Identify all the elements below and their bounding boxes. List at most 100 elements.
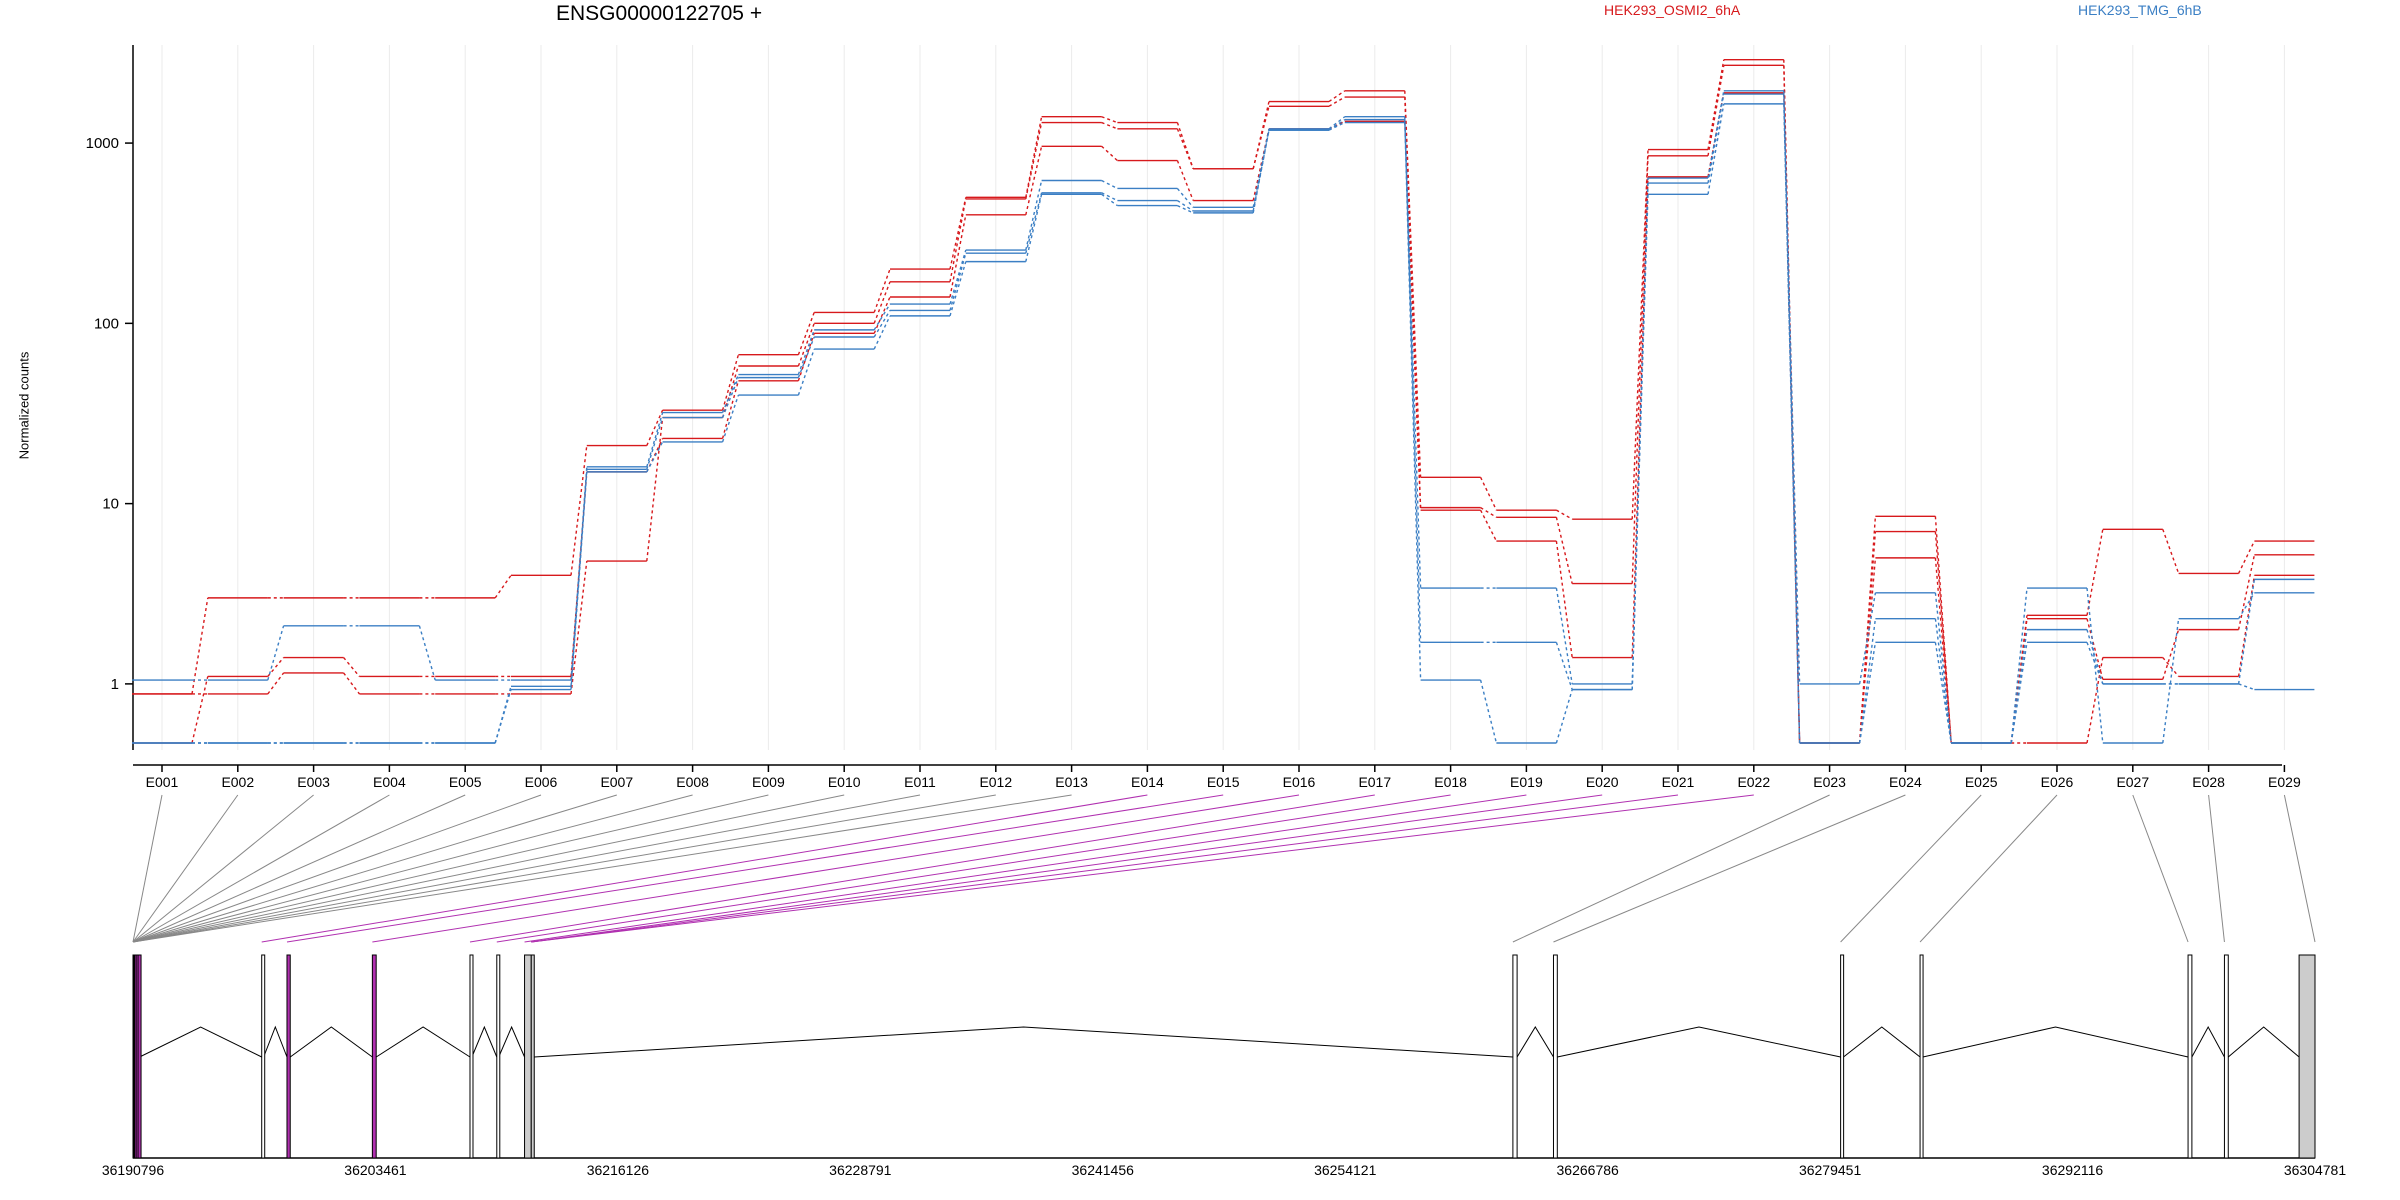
exon-connector (1512, 794, 1830, 943)
exon-box (496, 954, 501, 1159)
chart-title: ENSG00000122705 + (556, 2, 763, 25)
grid (161, 45, 2285, 750)
series-transition (2086, 657, 2104, 744)
axes: 1 10 100 1000 E001 E002 E003 E004 E005 E006 E007 E0… (86, 45, 2301, 790)
series-transition (267, 672, 285, 695)
series-transition (949, 249, 967, 305)
series-transition (1555, 642, 1573, 690)
series-transition (1328, 121, 1346, 131)
coordinate-tick-label: 36254121 (1314, 1162, 1377, 1178)
y-tick-label: 1000 (86, 135, 119, 152)
series-transition (1252, 106, 1270, 169)
series-transition (1101, 145, 1118, 162)
series-transition (267, 657, 285, 677)
exon-connector (132, 794, 921, 943)
coordinate-tick-label: 36292116 (2042, 1162, 2103, 1178)
exon-connector (132, 794, 996, 943)
legend-item-tmg: HEK293_TMG_6hB (2078, 2, 2202, 18)
exon-box (1512, 954, 1518, 1159)
series-transition (797, 348, 815, 396)
y-tick-label: 100 (94, 315, 119, 332)
series-transition (797, 333, 815, 382)
series-transition (721, 394, 740, 443)
x-tick-label: E010 (828, 774, 861, 790)
exon-box (137, 954, 142, 1159)
series-transition (1631, 194, 1649, 690)
coordinate-tick-label: 36304781 (2284, 1162, 2347, 1178)
series-transition (949, 198, 967, 282)
series-transition (2237, 554, 2256, 630)
series-transition (1858, 642, 1877, 744)
exon-connector (132, 794, 769, 943)
series-transition (1252, 129, 1270, 214)
series-transition (570, 469, 588, 687)
exon-box (371, 954, 377, 1159)
exon-connector (132, 794, 390, 943)
series-transition (646, 438, 664, 473)
x-tick-label: E021 (1662, 774, 1695, 790)
series-transition (2237, 575, 2256, 677)
series-transition (873, 296, 891, 334)
series-transition (797, 336, 815, 378)
series-transition (646, 409, 664, 446)
series-transition (1177, 204, 1194, 214)
exon-connector (2132, 794, 2189, 943)
series-transition (1328, 96, 1346, 107)
legend-item-osmi2: HEK293_OSMI2_6hA (1604, 2, 1741, 18)
series-transition (1101, 179, 1118, 190)
intron-line (534, 1026, 1513, 1058)
x-tick-label: E003 (297, 774, 330, 790)
series-transition (343, 657, 360, 677)
exon-box (524, 954, 532, 1159)
series-transition (1858, 557, 1877, 744)
series-transition (1101, 192, 1118, 202)
x-tick-label: E002 (221, 774, 254, 790)
exon-box (2187, 954, 2193, 1159)
x-tick-label: E026 (2041, 774, 2074, 790)
exon-connector (261, 794, 1148, 943)
exon-box (1552, 954, 1558, 1159)
series-transition (1858, 531, 1877, 744)
x-tick-label: E019 (1510, 774, 1543, 790)
series-transition (2086, 529, 2104, 616)
x-tick-label: E011 (904, 774, 936, 790)
exon-box (286, 954, 291, 1159)
series-transition (494, 689, 512, 744)
x-tick-label: E027 (2116, 774, 2149, 790)
series-transition (873, 303, 891, 331)
exon-connector (132, 794, 693, 943)
series-transition (1025, 122, 1043, 200)
intron-line (2191, 1025, 2225, 1058)
series-transition (1328, 90, 1346, 103)
series-transition (570, 471, 588, 690)
series-transition (1025, 180, 1043, 251)
series-transition (797, 312, 815, 355)
series-transition (2010, 629, 2028, 744)
x-tick-label: E005 (449, 774, 482, 790)
y-tick-label: 1 (111, 676, 119, 693)
series-transition (1858, 516, 1877, 744)
exon-box (1919, 954, 1924, 1159)
series-transition (570, 560, 588, 694)
coordinate-tick-label: 36203461 (344, 1162, 407, 1178)
series-transition (1555, 517, 1573, 584)
x-tick-label: E012 (979, 774, 1012, 790)
coordinate-tick-label: 36241456 (1072, 1162, 1135, 1178)
x-tick-label: E008 (676, 774, 709, 790)
series-transition (1707, 103, 1725, 195)
series-transition (797, 323, 815, 367)
series-transition (1934, 618, 1952, 744)
series-transition (1025, 192, 1043, 254)
coordinate-tick-label: 36279451 (1799, 1162, 1862, 1178)
exon-connector (496, 794, 1451, 943)
exon-box (1840, 954, 1845, 1159)
intron-line (471, 1025, 498, 1058)
series-transition (1934, 592, 1952, 744)
series-transition (191, 676, 209, 744)
exon-connector (531, 794, 1679, 943)
series-transition (1631, 155, 1649, 584)
series-transition (1934, 557, 1952, 744)
coordinate-tick-label: 36228791 (829, 1162, 892, 1178)
series-transition (267, 625, 285, 681)
series-transition (2162, 657, 2180, 677)
